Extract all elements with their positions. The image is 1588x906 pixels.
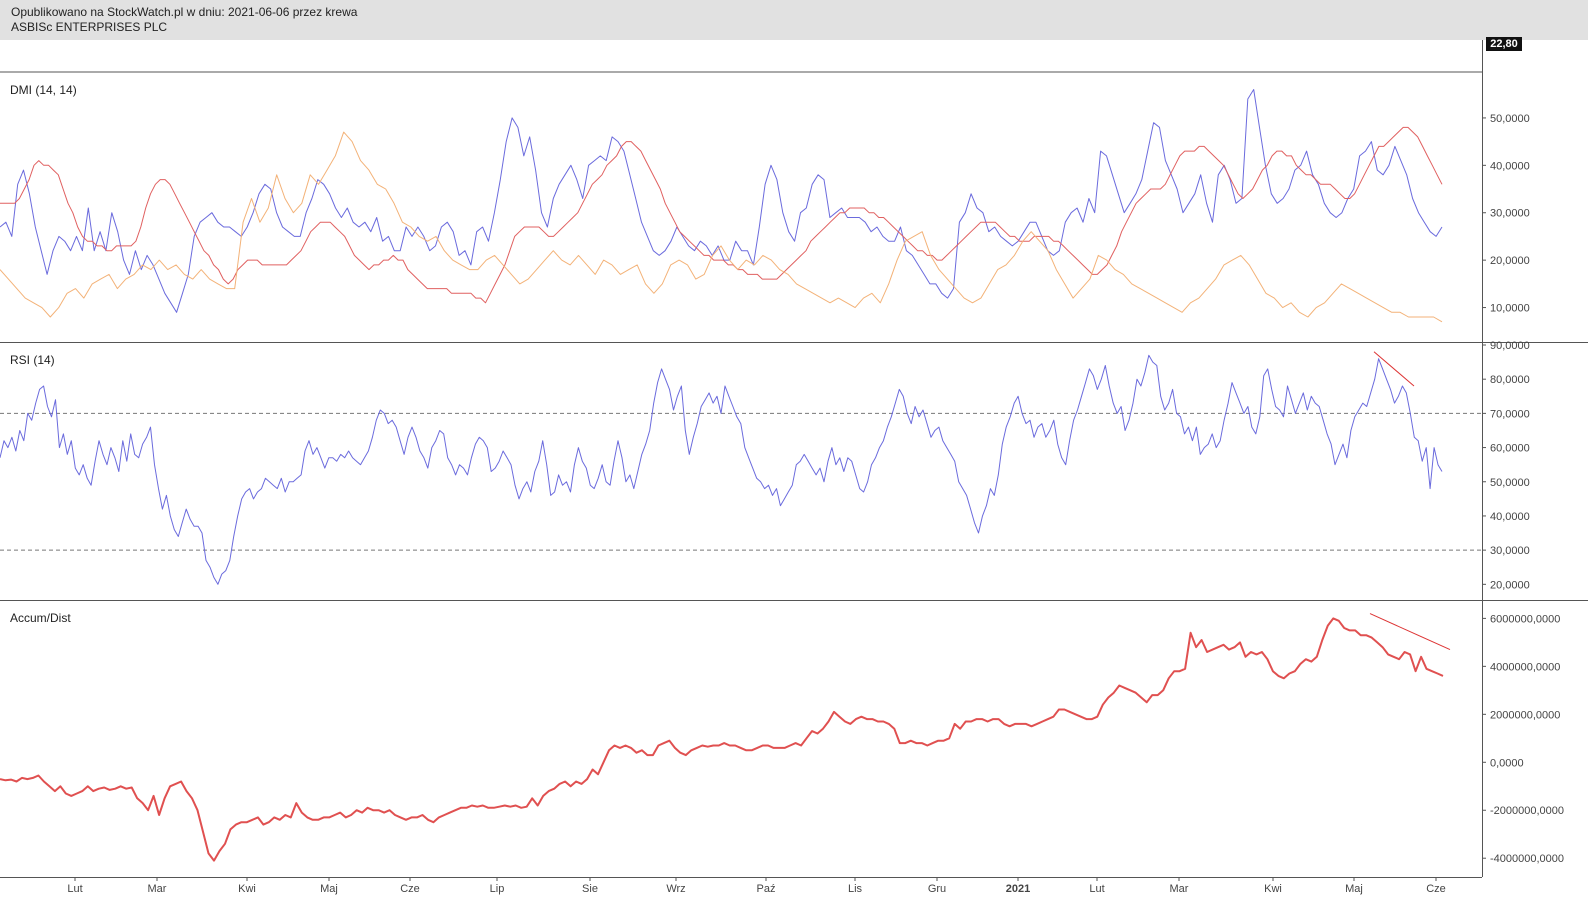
y-tick-label: 60,0000 xyxy=(1490,443,1530,455)
panel-3: Accum/Dist -4000000,0000 -2000000,0000 0,00… xyxy=(0,611,1564,865)
y-tick-label: -4000000,0000 xyxy=(1490,853,1564,865)
series-line-1 xyxy=(0,89,1443,313)
trend-line xyxy=(1369,613,1451,651)
header-bar: Opublikowano na StockWatch.pl w dniu: 20… xyxy=(0,0,1588,40)
instrument-name: ASBISc ENTERPRISES PLC xyxy=(11,20,168,34)
y-tick-label: 80,0000 xyxy=(1490,374,1530,386)
x-tick-label: Mar xyxy=(1170,883,1189,895)
x-tick-label: Gru xyxy=(928,883,946,895)
series-line-1 xyxy=(0,354,1443,585)
x-tick-label: Cze xyxy=(400,883,420,895)
y-tick-label: 0,0000 xyxy=(1490,757,1524,769)
x-tick-label: Kwi xyxy=(1264,883,1282,895)
x-tick-label: Mar xyxy=(148,883,167,895)
series-line-1 xyxy=(0,617,1444,862)
panel-title: Accum/Dist xyxy=(10,611,71,625)
x-tick-label: Kwi xyxy=(238,883,256,895)
y-tick-label: 50,0000 xyxy=(1490,477,1530,489)
x-tick-label: Maj xyxy=(320,883,338,895)
y-tick-label: 2000000,0000 xyxy=(1490,709,1560,721)
x-tick-label: Lut xyxy=(1089,883,1104,895)
panel-2: RSI (14) 20,0000 30,0000 40,0000 50,0000 60,0… xyxy=(0,340,1530,591)
x-tick-label: 2021 xyxy=(1006,883,1030,895)
series-line-3 xyxy=(0,131,1443,323)
y-tick-label: 30,0000 xyxy=(1490,208,1530,220)
panel-title: RSI (14) xyxy=(10,353,55,367)
y-tick-label: 50,0000 xyxy=(1490,113,1530,125)
panel-1: DMI (14, 14) 10,0000 20,0000 30,0000 40,0000… xyxy=(0,83,1530,323)
panel-title: DMI (14, 14) xyxy=(10,83,77,97)
y-tick-label: 6000000,0000 xyxy=(1490,613,1560,625)
y-tick-label: 10,0000 xyxy=(1490,303,1530,315)
price-badge: 22,80 xyxy=(1486,37,1522,51)
trend-line xyxy=(1373,351,1415,387)
x-tick-label: Lis xyxy=(848,883,863,895)
y-tick-label: 40,0000 xyxy=(1490,160,1530,172)
y-tick-label: 20,0000 xyxy=(1490,579,1530,591)
published-text: Opublikowano na StockWatch.pl w dniu: 20… xyxy=(11,5,358,19)
x-tick-label: Lip xyxy=(490,883,505,895)
y-tick-label: -2000000,0000 xyxy=(1490,805,1564,817)
y-tick-label: 70,0000 xyxy=(1490,408,1530,420)
y-tick-label: 20,0000 xyxy=(1490,255,1530,267)
x-tick-label: Cze xyxy=(1426,883,1446,895)
x-tick-label: Lut xyxy=(67,883,82,895)
x-tick-label: Maj xyxy=(1345,883,1363,895)
series-line-2 xyxy=(0,126,1443,304)
y-tick-label: 40,0000 xyxy=(1490,511,1530,523)
y-tick-label: 4000000,0000 xyxy=(1490,661,1560,673)
x-tick-label: Sie xyxy=(582,883,598,895)
y-tick-label: 30,0000 xyxy=(1490,545,1530,557)
x-tick-label: Wrz xyxy=(666,883,685,895)
x-tick-label: Paź xyxy=(757,883,776,895)
y-tick-label: 90,0000 xyxy=(1490,340,1530,352)
